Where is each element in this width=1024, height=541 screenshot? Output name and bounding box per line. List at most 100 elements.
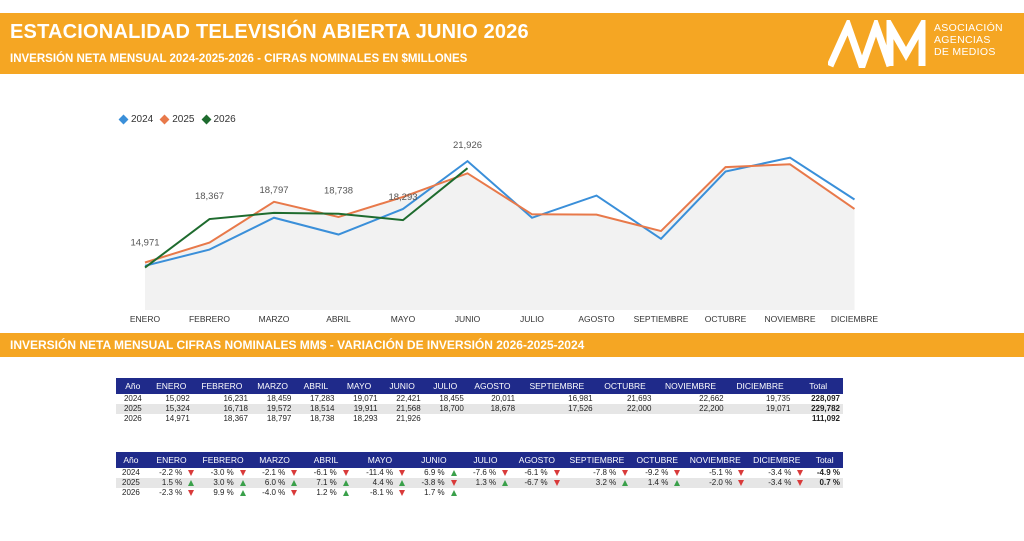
variation-cell: 3.2 % bbox=[562, 478, 632, 488]
legend-item-2025: 2025 bbox=[159, 114, 195, 125]
arrow-up-icon bbox=[239, 489, 246, 496]
value-cell: 18,678 bbox=[466, 404, 519, 414]
value-cell: 22,662 bbox=[699, 394, 724, 403]
value-cell: 19,071 bbox=[353, 394, 378, 403]
value-cell: 18,455 bbox=[439, 394, 464, 403]
value-cell: 19,572 bbox=[250, 404, 295, 414]
year-cell: 2025 bbox=[116, 404, 150, 414]
total-cell: 0.7 % bbox=[806, 478, 843, 488]
x-tick-label: OCTUBRE bbox=[705, 314, 747, 324]
variation-cell: -3.4 % bbox=[747, 478, 807, 488]
arrow-up-icon bbox=[342, 479, 349, 486]
variation-cell: 1.3 % bbox=[459, 478, 512, 488]
x-tick-label: MAYO bbox=[391, 314, 416, 324]
variation-cell: -2.3 % bbox=[146, 488, 198, 498]
variation-cell: -11.4 % bbox=[352, 468, 408, 478]
variation-cell: -6.7 % bbox=[511, 478, 563, 488]
column-header: MARZO bbox=[250, 378, 295, 394]
column-header: SEPTIEMBRE bbox=[562, 452, 632, 468]
value-cell: 15,092 bbox=[165, 394, 190, 403]
arrow-up-icon bbox=[188, 479, 195, 486]
column-header: FEBRERO bbox=[192, 378, 251, 394]
arrow-down-icon bbox=[622, 469, 629, 476]
arrow-down-icon bbox=[674, 469, 681, 476]
variation-cell: -6.1 % bbox=[300, 468, 352, 478]
data-label: 18,797 bbox=[259, 185, 288, 196]
value-cell: 20,011 bbox=[491, 394, 516, 403]
arrow-up-icon bbox=[674, 479, 681, 486]
x-tick-label: DICIEMBRE bbox=[831, 314, 879, 324]
column-header: JULIO bbox=[459, 452, 512, 468]
arrow-down-icon bbox=[291, 489, 298, 496]
variation-cell: -2.1 % bbox=[249, 468, 301, 478]
column-header: MAYO bbox=[351, 452, 409, 468]
arrow-down-icon bbox=[738, 479, 745, 486]
arrow-up-icon bbox=[450, 469, 457, 476]
value-cell: 18,700 bbox=[423, 404, 467, 414]
value-cell: 18,459 bbox=[266, 394, 292, 403]
arrow-down-icon bbox=[342, 469, 349, 476]
arrow-down-icon bbox=[738, 469, 745, 476]
value-cell: 18,797 bbox=[266, 414, 292, 423]
arrow-down-icon bbox=[399, 469, 406, 476]
variation-cell: 1.2 % bbox=[300, 488, 352, 498]
variation-cell: 7.1 % bbox=[300, 478, 352, 488]
column-header: MAYO bbox=[337, 378, 381, 394]
variation-cell: 6.9 % bbox=[408, 468, 460, 478]
value-cell: 18,738 bbox=[310, 414, 335, 423]
section2-banner: INVERSIÓN NETA MENSUAL CIFRAS NOMINALES … bbox=[0, 333, 1024, 357]
year-cell: 2026 bbox=[122, 488, 140, 497]
logo-mark-icon bbox=[828, 20, 926, 68]
column-header: Año bbox=[116, 378, 150, 394]
year-cell: 2026 bbox=[123, 414, 142, 423]
x-tick-label: JUNIO bbox=[455, 314, 481, 324]
variation-cell bbox=[511, 488, 563, 498]
variation-cell: 1.4 % bbox=[631, 478, 684, 488]
value-cell: 17,283 bbox=[310, 394, 335, 403]
variation-cell: 6.0 % bbox=[248, 478, 301, 488]
column-header: DICIEMBRE bbox=[726, 378, 794, 394]
column-header: JUNIO bbox=[380, 378, 424, 394]
section2-title: INVERSIÓN NETA MENSUAL CIFRAS NOMINALES … bbox=[10, 338, 585, 352]
table-row: 2024 15,092 16,231 18,459 17,283 19,071 22,421… bbox=[116, 394, 843, 404]
logo: ASOCIACIÓN AGENCIAS DE MEDIOS bbox=[828, 20, 1018, 68]
arrow-up-icon bbox=[502, 479, 509, 486]
variation-cell: -2.2 % bbox=[146, 468, 198, 478]
x-tick-label: ENERO bbox=[130, 314, 161, 324]
column-header: ENERO bbox=[149, 378, 193, 394]
page-title: ESTACIONALIDAD TELEVISIÓN ABIERTA JUNIO … bbox=[10, 21, 529, 43]
value-cell bbox=[654, 414, 726, 424]
variation-cell: -5.1 % bbox=[683, 468, 747, 478]
column-header: NOVIEMBRE bbox=[654, 378, 727, 394]
year-cell: 2025 bbox=[116, 478, 146, 488]
value-cell: 18,514 bbox=[294, 404, 338, 414]
column-header: ABRIL bbox=[294, 378, 338, 394]
column-header: OCTUBRE bbox=[631, 452, 684, 468]
value-cell: 19,735 bbox=[765, 394, 791, 403]
value-cell bbox=[727, 414, 794, 424]
arrow-down-icon bbox=[399, 489, 406, 496]
value-cell: 16,718 bbox=[192, 404, 251, 414]
column-header: FEBRERO bbox=[197, 452, 249, 468]
value-cell: 19,071 bbox=[726, 404, 794, 414]
value-cell: 18,367 bbox=[223, 414, 248, 423]
column-header: MARZO bbox=[248, 452, 301, 468]
variation-cell bbox=[747, 488, 806, 498]
legend-item-2024: 2024 bbox=[118, 114, 153, 125]
variation-cell: 3.0 % bbox=[197, 478, 249, 488]
arrow-down-icon bbox=[450, 479, 457, 486]
column-header: Año bbox=[116, 452, 146, 468]
variation-cell: -3.0 % bbox=[197, 468, 249, 478]
x-tick-label: NOVIEMBRE bbox=[764, 314, 815, 324]
value-cell bbox=[424, 414, 467, 424]
column-header: JULIO bbox=[423, 378, 467, 394]
header-banner: ESTACIONALIDAD TELEVISIÓN ABIERTA JUNIO … bbox=[0, 13, 1024, 74]
value-cell: 14,971 bbox=[165, 414, 190, 423]
page-subtitle: INVERSIÓN NETA MENSUAL 2024-2025-2026 - … bbox=[10, 53, 468, 65]
arrow-up-icon bbox=[239, 479, 246, 486]
variation-cell: -3.8 % bbox=[408, 478, 460, 488]
arrow-down-icon bbox=[502, 469, 509, 476]
arrow-down-icon bbox=[291, 469, 298, 476]
value-cell: 21,926 bbox=[396, 414, 421, 423]
value-cell: 16,981 bbox=[568, 394, 593, 403]
